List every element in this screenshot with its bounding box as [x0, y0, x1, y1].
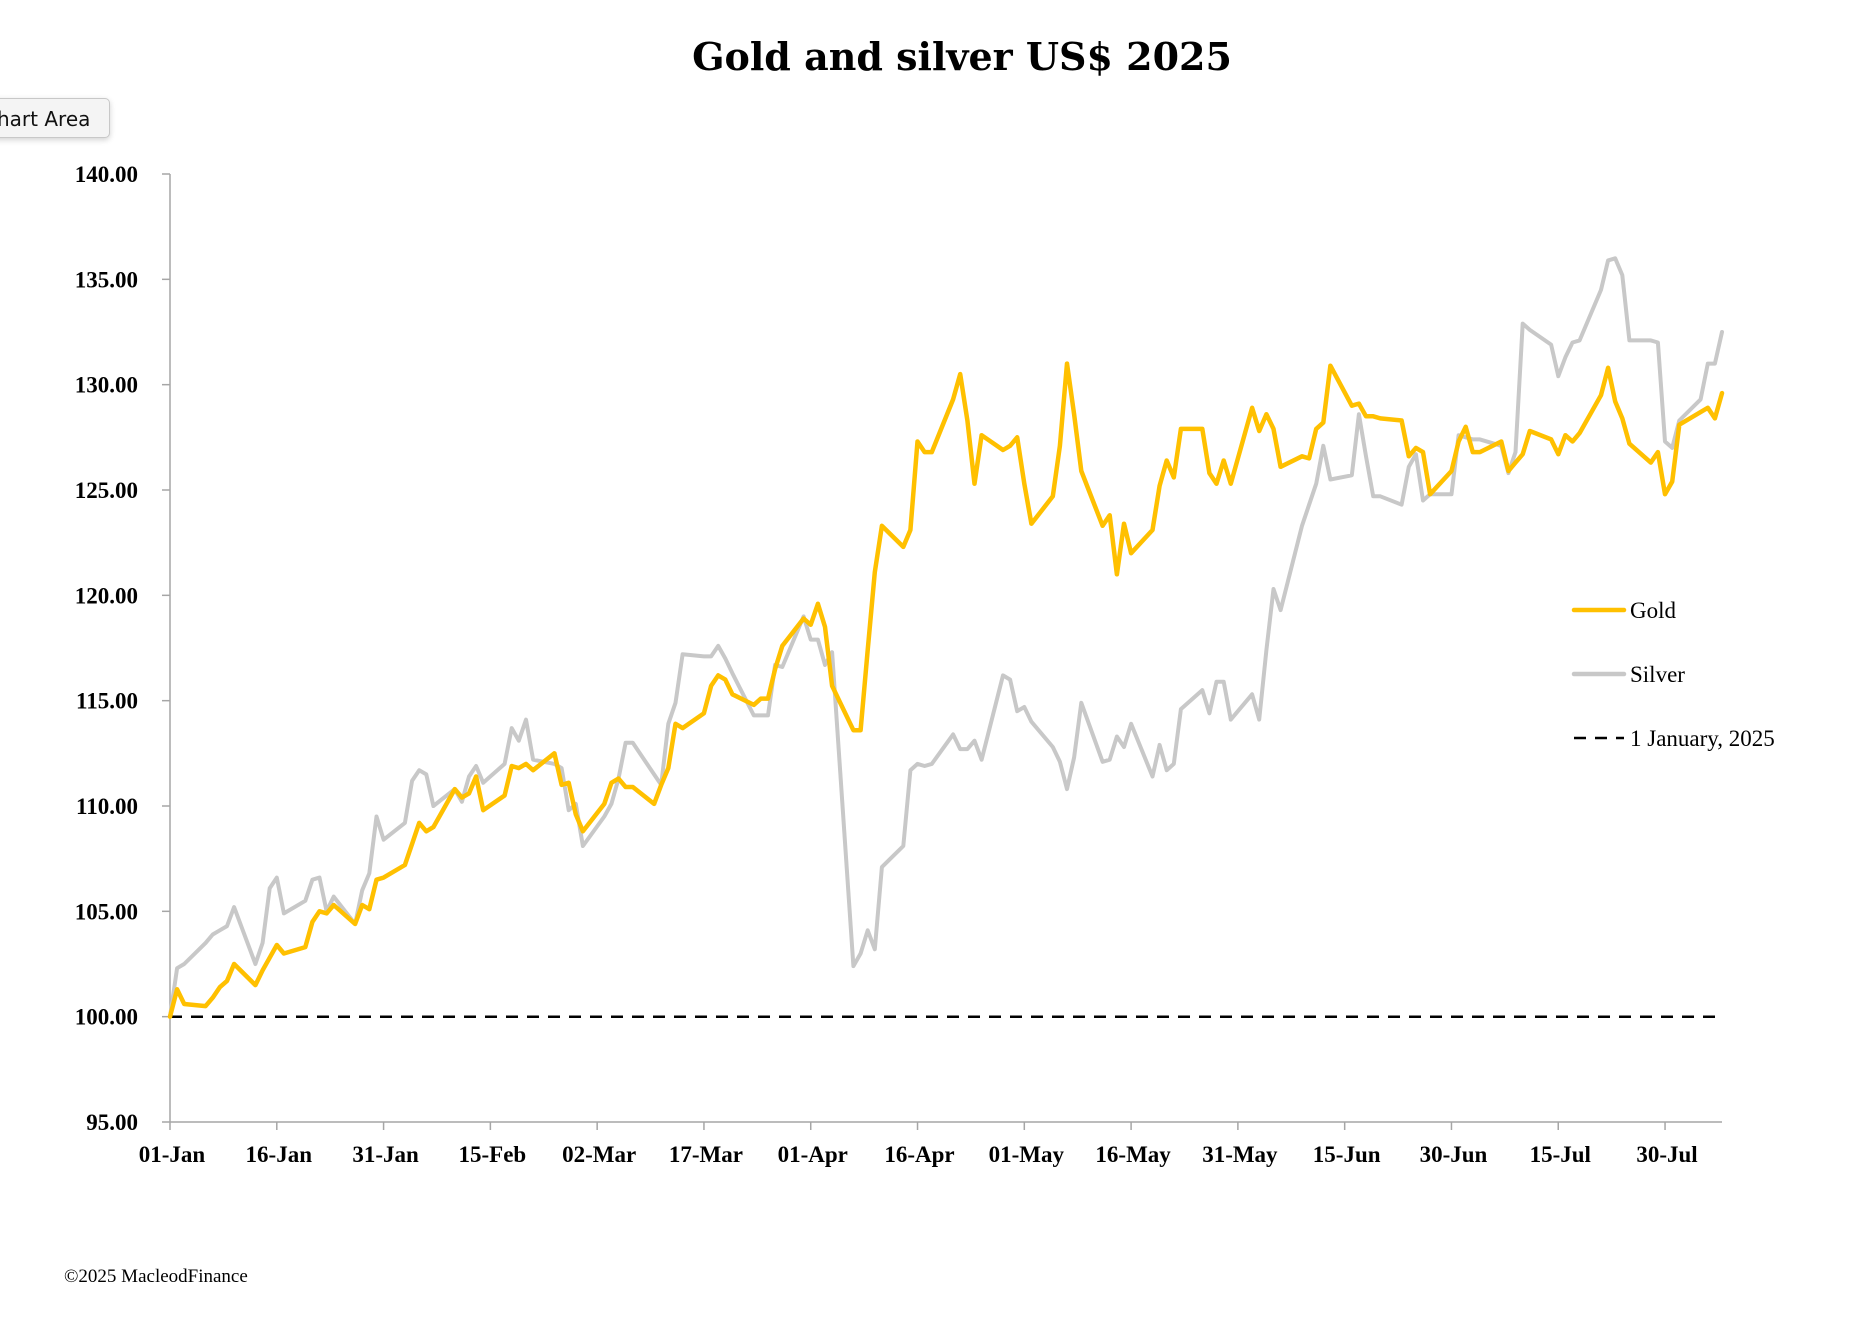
x-tick-label: 17-Mar — [669, 1142, 743, 1167]
y-tick-label: 110.00 — [76, 794, 138, 819]
y-tick-label: 130.00 — [75, 373, 138, 398]
legend-label: Gold — [1630, 598, 1677, 623]
tooltip-label: hart Area — [0, 107, 91, 131]
x-tick-label: 01-May — [989, 1142, 1065, 1167]
y-tick-label: 95.00 — [86, 1110, 138, 1135]
x-tick-label: 16-Apr — [884, 1142, 954, 1167]
x-tick-label: 16-Jan — [246, 1142, 313, 1167]
x-tick-label: 01-Apr — [778, 1142, 848, 1167]
x-tick-label: 15-Jul — [1530, 1142, 1591, 1167]
y-tick-label: 125.00 — [75, 478, 138, 503]
x-tick-label: 02-Mar — [562, 1142, 636, 1167]
x-tick-label: 31-May — [1202, 1142, 1278, 1167]
x-tick-label: 15-Feb — [459, 1142, 527, 1167]
y-axis: 95.00 100.00 105.00 110.00 115.00 120.00 125.0… — [75, 162, 171, 1135]
legend-item[interactable]: Gold — [1571, 598, 1677, 623]
legend-label: 1 January, 2025 — [1630, 726, 1775, 751]
x-tick-label: 16-May — [1095, 1142, 1171, 1167]
series-line-silver[interactable] — [168, 256, 1724, 1019]
x-tick-label: 01-Jan — [139, 1142, 206, 1167]
legend-item[interactable]: 1 January, 2025 — [1574, 726, 1775, 751]
y-tick-label: 135.00 — [75, 267, 138, 292]
legend[interactable]: Gold Silver 1 January, 2025 — [1571, 598, 1775, 751]
chart-title: Gold and silver US$ 2025 — [692, 34, 1232, 79]
series-line-gold[interactable] — [167, 361, 1725, 1019]
x-tick-label: 31-Jan — [352, 1142, 419, 1167]
y-tick-label: 105.00 — [75, 899, 138, 924]
y-tick-label: 140.00 — [75, 162, 138, 187]
x-tick-label: 30-Jul — [1636, 1142, 1697, 1167]
legend-item[interactable]: Silver — [1571, 662, 1685, 687]
x-tick-label: 15-Jun — [1313, 1142, 1381, 1167]
plot-area[interactable] — [167, 256, 1725, 1019]
x-axis: 01-Jan 16-Jan 31-Jan 15-Feb 02-Mar 17-Mar 01-A… — [139, 1121, 1722, 1167]
x-tick-label: 30-Jun — [1420, 1142, 1488, 1167]
chart-area-tooltip: hart Area — [0, 98, 110, 138]
y-tick-label: 100.00 — [75, 1005, 138, 1030]
y-tick-label: 120.00 — [75, 583, 138, 608]
y-tick-label: 115.00 — [76, 689, 138, 714]
copyright-credit: ©2025 MacleodFinance — [64, 1266, 248, 1287]
legend-label: Silver — [1630, 662, 1685, 687]
